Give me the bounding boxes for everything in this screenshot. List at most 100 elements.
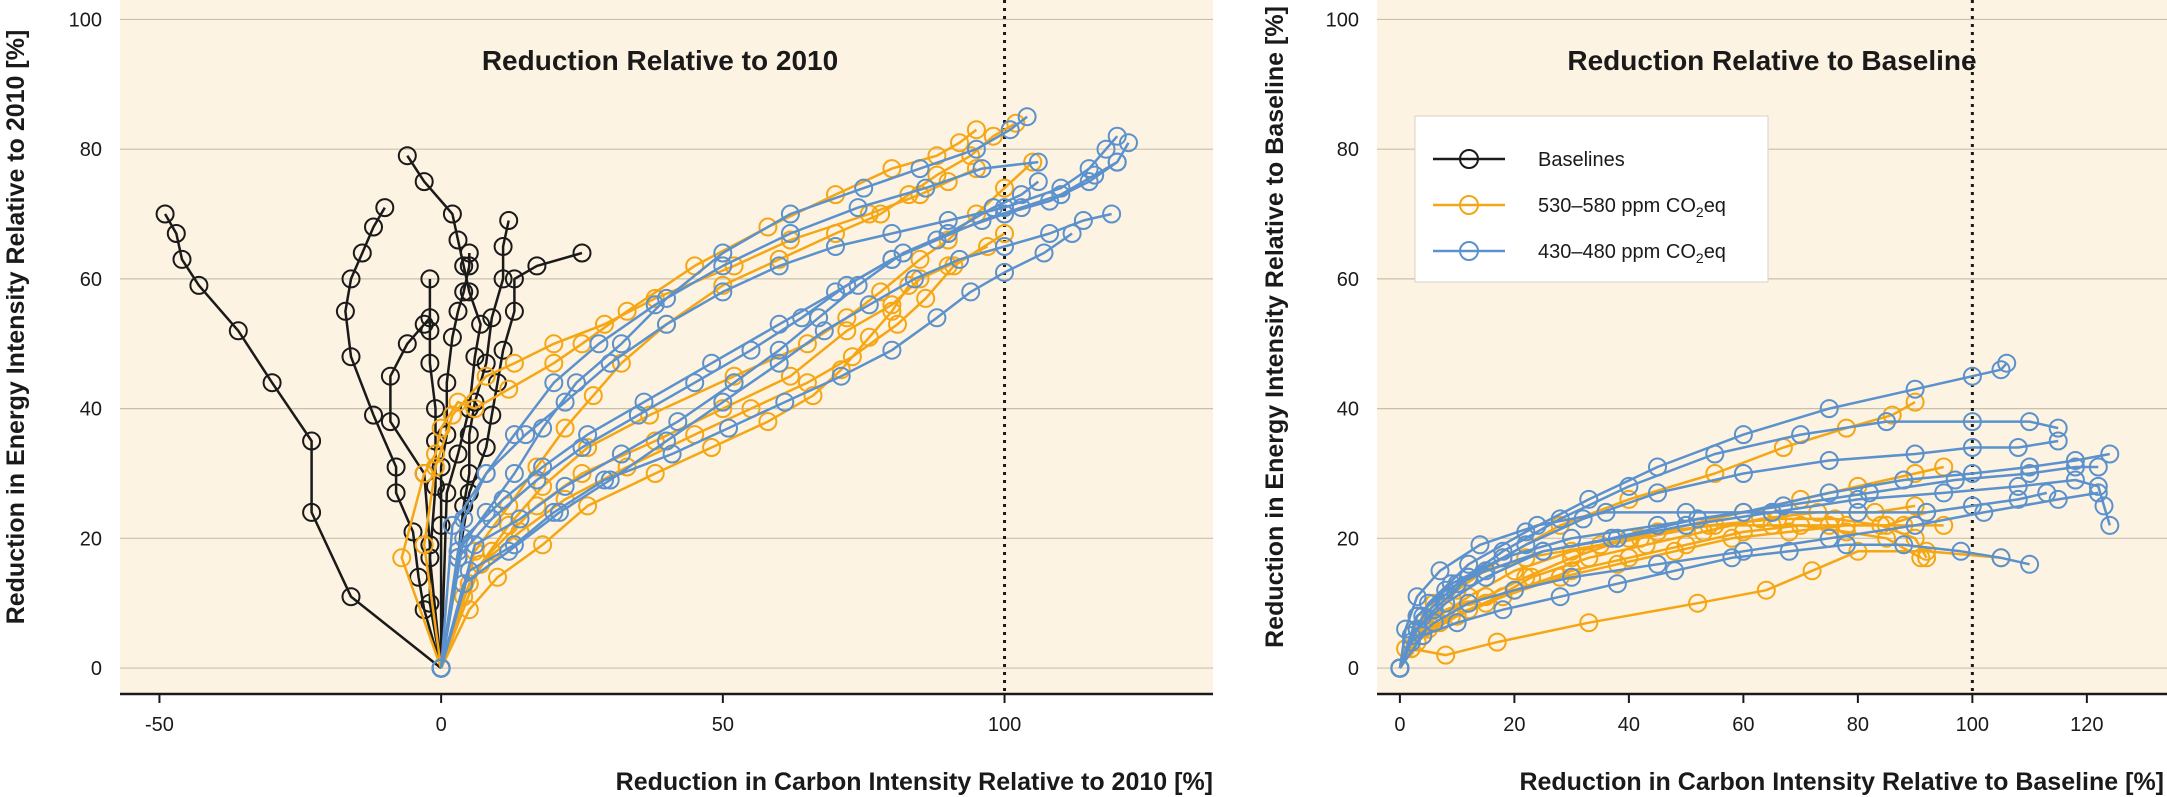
data-point bbox=[1676, 535, 1696, 555]
data-point bbox=[713, 392, 733, 412]
data-point bbox=[995, 178, 1014, 198]
data-point bbox=[555, 418, 575, 438]
data-point bbox=[426, 476, 445, 496]
data-point bbox=[493, 269, 513, 289]
data-point bbox=[589, 334, 609, 354]
data-point bbox=[1951, 541, 1971, 561]
series-line bbox=[428, 278, 443, 669]
data-point bbox=[442, 327, 462, 347]
data-point bbox=[882, 301, 902, 321]
data-point bbox=[476, 464, 496, 483]
data-point bbox=[899, 275, 919, 295]
data-point bbox=[420, 353, 440, 373]
series-line bbox=[439, 232, 1073, 669]
data-point bbox=[1619, 548, 1639, 568]
data-point bbox=[1607, 574, 1627, 594]
data-point bbox=[938, 172, 958, 192]
data-point bbox=[420, 321, 440, 341]
data-point bbox=[414, 314, 434, 334]
data-point bbox=[1630, 528, 1650, 548]
data-point bbox=[364, 217, 383, 237]
data-point bbox=[769, 340, 789, 360]
y-tick-label: 100 bbox=[1326, 9, 1359, 31]
data-point bbox=[448, 301, 468, 321]
data-point bbox=[927, 230, 947, 250]
series-baseline bbox=[155, 204, 451, 678]
data-point bbox=[1619, 476, 1639, 496]
data-point bbox=[578, 496, 598, 516]
data-point bbox=[1579, 613, 1599, 633]
data-point bbox=[662, 444, 682, 464]
data-point bbox=[882, 224, 902, 243]
data-point bbox=[1791, 425, 1811, 445]
data-point bbox=[442, 204, 462, 224]
data-point bbox=[1991, 360, 2011, 380]
data-point bbox=[2088, 483, 2108, 503]
chart-title: Reduction Relative to Baseline bbox=[1567, 45, 1976, 76]
data-point bbox=[724, 373, 744, 393]
data-point bbox=[459, 425, 479, 445]
data-point bbox=[1877, 412, 1896, 432]
data-point bbox=[769, 256, 789, 276]
data-point bbox=[780, 204, 800, 224]
data-point bbox=[476, 438, 496, 457]
series-layer bbox=[1390, 353, 2120, 678]
data-point bbox=[966, 139, 986, 159]
x-ticks: -50 0 50 100 bbox=[145, 694, 1021, 736]
data-point bbox=[938, 211, 958, 230]
data-point bbox=[758, 412, 778, 432]
y-ticks: 0 20 40 60 80 100 bbox=[69, 9, 102, 680]
data-point bbox=[893, 243, 913, 263]
legend-item-430-480: 430–480 ppm CO2eq bbox=[1433, 241, 1726, 266]
data-point bbox=[1073, 211, 1093, 230]
data-point bbox=[578, 438, 598, 457]
data-point bbox=[302, 502, 322, 522]
data-point bbox=[826, 237, 845, 256]
data-point bbox=[1040, 224, 1060, 243]
data-point bbox=[780, 366, 800, 386]
data-point bbox=[2094, 496, 2114, 516]
data-point bbox=[2020, 554, 2040, 574]
data-point bbox=[966, 120, 986, 140]
data-point bbox=[426, 457, 445, 477]
data-point bbox=[1390, 658, 1410, 678]
data-point bbox=[983, 126, 1003, 146]
series-line bbox=[439, 245, 989, 669]
data-point bbox=[550, 502, 569, 522]
data-point bbox=[713, 243, 733, 263]
data-point bbox=[2008, 489, 2028, 509]
data-point bbox=[1779, 522, 1799, 542]
series-line bbox=[439, 284, 910, 669]
y-tick-label: 0 bbox=[1348, 658, 1359, 680]
data-point bbox=[1882, 405, 1902, 425]
data-point bbox=[1917, 502, 1937, 522]
data-point bbox=[1023, 152, 1043, 172]
data-point bbox=[1028, 152, 1048, 172]
data-point bbox=[961, 146, 981, 166]
data-point bbox=[848, 198, 868, 218]
data-point bbox=[482, 405, 502, 425]
data-point bbox=[504, 301, 524, 321]
data-point bbox=[1665, 541, 1685, 561]
data-point bbox=[437, 425, 457, 445]
data-point bbox=[1756, 580, 1776, 600]
data-point bbox=[600, 470, 620, 490]
x-axis-label: Reduction in Carbon Intensity Relative t… bbox=[616, 768, 1213, 796]
series-line bbox=[1398, 550, 2002, 669]
y-axis-label: Reduction in Energy Intensity Relative t… bbox=[1261, 6, 1289, 648]
data-point bbox=[842, 347, 862, 367]
data-point bbox=[780, 230, 800, 250]
y-ticks: 0 20 40 60 80 100 bbox=[1326, 9, 1359, 680]
data-point bbox=[871, 282, 891, 302]
data-point bbox=[1997, 353, 2017, 373]
data-point bbox=[189, 275, 209, 295]
data-point bbox=[414, 535, 434, 555]
data-point bbox=[1436, 580, 1456, 600]
data-point bbox=[1905, 464, 1925, 483]
legend-swatch-marker bbox=[1459, 241, 1479, 261]
data-point bbox=[859, 327, 879, 347]
data-point bbox=[1917, 548, 1937, 568]
data-point bbox=[341, 269, 361, 289]
data-point bbox=[1917, 541, 1937, 561]
